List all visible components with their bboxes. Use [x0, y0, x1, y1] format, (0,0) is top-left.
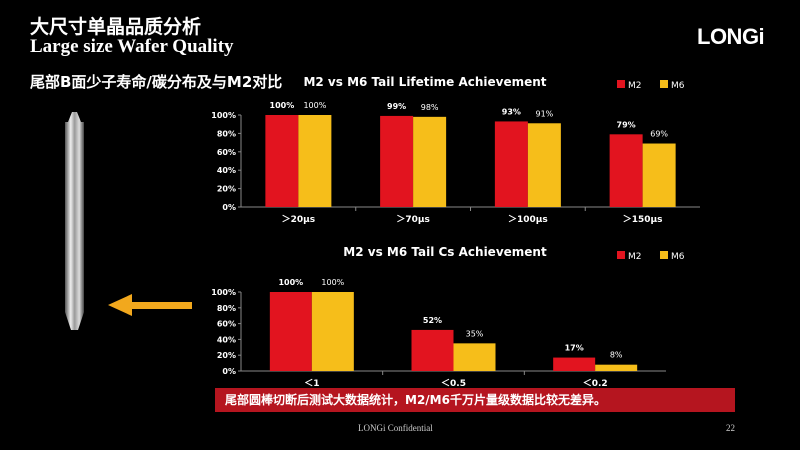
- legend-swatch-M6: [660, 251, 668, 259]
- bar-m6: [413, 116, 447, 207]
- data-label: 17%: [565, 344, 584, 353]
- data-label: 79%: [617, 120, 636, 129]
- y-tick-label: 40%: [217, 335, 236, 344]
- data-label: 100%: [303, 101, 326, 110]
- data-label: 91%: [535, 109, 553, 118]
- legend-swatch-M2: [617, 251, 625, 259]
- data-label: 99%: [387, 102, 406, 111]
- legend-label-M2: M2: [628, 252, 642, 262]
- chart-title: M2 vs M6 Tail Cs Achievement: [343, 245, 547, 259]
- y-tick-label: 60%: [217, 148, 236, 157]
- chart-title: M2 vs M6 Tail Lifetime Achievement: [303, 75, 546, 89]
- legend-swatch-M6: [660, 80, 668, 88]
- legend-label-M2: M2: [628, 81, 642, 91]
- y-tick-label: 100%: [211, 288, 236, 297]
- bar-m6: [595, 364, 638, 371]
- y-tick-label: 0%: [222, 203, 236, 212]
- y-tick-label: 0%: [222, 367, 236, 376]
- legend-swatch-M2: [617, 80, 625, 88]
- y-tick-label: 80%: [217, 129, 236, 138]
- x-tick-label: ＜0.5: [441, 378, 466, 389]
- bar-m2: [411, 329, 454, 371]
- x-tick-label: ＞70μs: [396, 214, 430, 225]
- title-english: Large size Wafer Quality: [30, 36, 234, 57]
- bar-m2: [553, 357, 596, 371]
- bar-m2: [609, 134, 643, 207]
- data-label: 35%: [466, 329, 484, 338]
- bar-m6: [527, 123, 561, 207]
- legend-label-M6: M6: [671, 81, 685, 91]
- data-label: 100%: [278, 278, 303, 287]
- page-number: 22: [726, 423, 735, 433]
- silicon-ingot-image: [65, 112, 84, 330]
- y-tick-label: 60%: [217, 320, 236, 329]
- data-label: 98%: [421, 103, 439, 112]
- y-tick-label: 20%: [217, 185, 236, 194]
- subtitle: 尾部B面少子寿命/碳分布及与M2对比: [30, 73, 283, 91]
- data-label: 93%: [502, 107, 521, 116]
- left-arrow-icon: [108, 294, 192, 316]
- bar-m2: [269, 292, 312, 371]
- data-label: 8%: [610, 351, 623, 360]
- bar-m6: [453, 343, 496, 371]
- data-label: 100%: [270, 101, 295, 110]
- data-label: 52%: [423, 316, 442, 325]
- bar-m2: [265, 115, 299, 207]
- bar-m6: [311, 292, 354, 371]
- bar-m6: [298, 115, 332, 207]
- x-tick-label: ＞150μs: [623, 214, 663, 225]
- y-tick-label: 100%: [211, 111, 236, 120]
- title-chinese: 大尺寸单晶品质分析: [30, 16, 202, 38]
- legend-label-M6: M6: [671, 252, 685, 262]
- x-tick-label: ＞100μs: [508, 214, 548, 225]
- data-label: 69%: [650, 130, 668, 139]
- x-tick-label: ＜1: [304, 378, 319, 389]
- bar-m2: [494, 121, 528, 207]
- x-tick-label: ＞20μs: [282, 214, 316, 225]
- data-label: 100%: [321, 278, 344, 287]
- x-tick-label: ＜0.2: [583, 378, 608, 389]
- bar-m2: [380, 115, 414, 207]
- y-tick-label: 40%: [217, 166, 236, 175]
- y-tick-label: 20%: [217, 351, 236, 360]
- longi-logo: LONGi: [697, 24, 765, 49]
- y-tick-label: 80%: [217, 304, 236, 313]
- bar-m6: [642, 143, 676, 207]
- footer-confidential: LONGi Confidential: [358, 423, 433, 433]
- conclusion-banner: 尾部圆棒切断后测试大数据统计，M2/M6千万片量级数据比较无差异。: [215, 388, 735, 412]
